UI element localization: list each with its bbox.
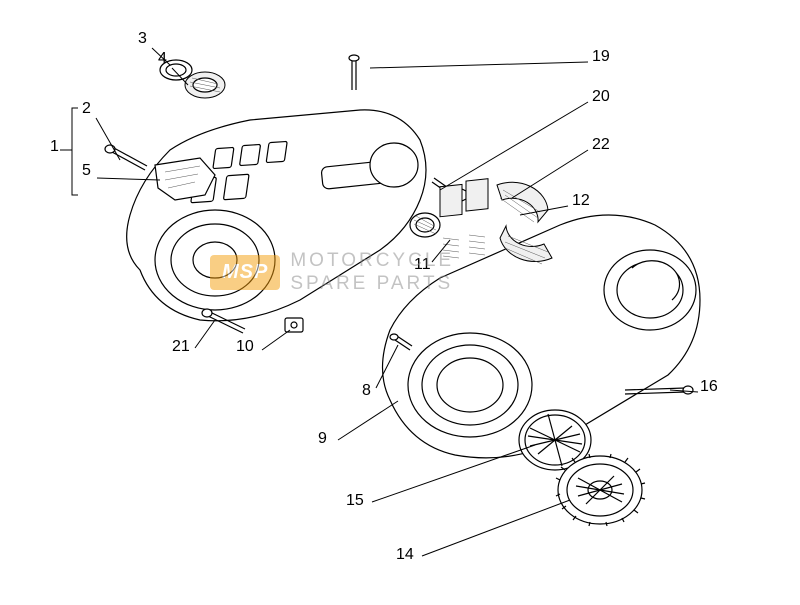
callout-21: 21 [172,338,190,356]
callout-20: 20 [592,88,610,106]
callout-9: 9 [318,430,327,448]
part-screw-19 [349,55,359,90]
callout-15: 15 [346,492,364,510]
part-plug [410,213,440,237]
callout-5: 5 [82,162,91,180]
callout-8: 8 [362,382,371,400]
callout-1: 1 [50,138,59,156]
callout-22: 22 [592,136,610,154]
callout-19: 19 [592,48,610,66]
callout-10: 10 [236,338,254,356]
part-bolt-2 [105,145,147,170]
callout-16: 16 [700,378,718,396]
callout-12: 12 [572,192,590,210]
part-arc-upper-22 [497,182,548,222]
exploded-diagram [0,0,800,600]
callout-11: 11 [414,256,431,274]
part-bearing-4 [185,72,225,98]
part-outer-cover [127,110,426,321]
callout-2: 2 [82,100,91,118]
callout-4: 4 [158,50,167,68]
callout-3: 3 [138,30,147,48]
part-clip-10 [285,318,303,332]
callout-14: 14 [396,546,414,564]
